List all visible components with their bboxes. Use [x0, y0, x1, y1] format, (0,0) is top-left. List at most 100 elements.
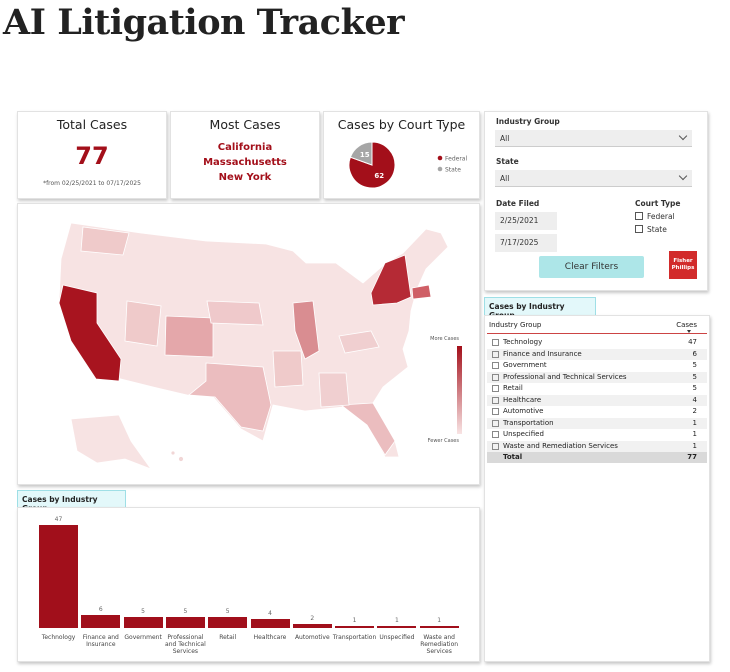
row-count: 2	[692, 407, 697, 415]
slice-label: 15	[360, 151, 370, 159]
category-label: Government	[124, 634, 162, 641]
total-value: 77	[75, 142, 109, 170]
date-text: 7/17/2025	[500, 238, 539, 247]
pie-chart: 62 Federal 15 State	[348, 141, 467, 189]
checkbox-label: State	[647, 225, 667, 234]
checkbox[interactable]: State	[635, 225, 667, 234]
category-label: Automotive	[294, 634, 330, 641]
clear-filters-button[interactable]: Clear Filters	[539, 256, 644, 278]
value-label: 1	[394, 616, 399, 624]
row-name: Finance and Insurance	[503, 349, 582, 358]
filter-label: State	[496, 157, 519, 166]
filter-panel: Industry Group All State All Date Filed …	[484, 111, 708, 291]
date-from[interactable]: 2/25/2021	[495, 212, 557, 230]
logo: Fisher Phillips	[669, 251, 697, 279]
alaska	[70, 414, 153, 470]
state-name: Massachusetts	[203, 157, 287, 168]
button-label: Clear Filters	[564, 262, 619, 272]
bar	[377, 625, 417, 628]
us-map: More Cases Fewer Cases	[58, 222, 462, 470]
filter-label: Industry Group	[496, 117, 560, 126]
category-label: Healthcare	[253, 634, 287, 641]
expand-icon	[492, 408, 499, 415]
legend-gradient	[457, 346, 462, 434]
category-label: Transportation	[332, 634, 377, 641]
legend-swatch	[437, 155, 443, 161]
column-header: Industry Group	[489, 321, 542, 329]
date-to[interactable]: 7/17/2025	[495, 234, 557, 252]
table-row: Waste and Remediation Services 1	[487, 440, 707, 452]
total-row: Total 77	[487, 452, 707, 463]
row-name: Waste and Remediation Services	[503, 441, 618, 450]
page-title: AI Litigation Tracker	[3, 2, 405, 43]
legend-high: More Cases	[430, 336, 459, 342]
card-title: Cases by Court Type	[337, 117, 466, 132]
court-card: Cases by Court Type 62 Federal 15 State	[323, 111, 480, 199]
table-tab: Cases by Industry Group	[484, 297, 596, 320]
filter-label: Court Type	[635, 199, 681, 208]
slice-label: 62	[374, 172, 384, 180]
row-count: 5	[692, 384, 697, 392]
value-label: 5	[141, 608, 145, 616]
bar-chart: 47 Technology 6 Finance and Insurance 5 Gover…	[17, 507, 480, 662]
row-count: 1	[692, 418, 697, 427]
expand-icon	[492, 339, 499, 346]
legend-label: State	[445, 167, 461, 174]
state-va	[338, 330, 380, 354]
expand-icon	[492, 350, 499, 358]
table-row: Technology 47	[487, 337, 707, 348]
table-row: Finance and Insurance 6	[487, 348, 707, 360]
row-count: 1	[692, 441, 697, 450]
category-label: Retail	[219, 634, 237, 641]
bar	[335, 625, 375, 628]
expand-icon	[492, 362, 499, 369]
bar	[39, 525, 78, 628]
dropdown-value: All	[500, 174, 510, 183]
pie-slice	[348, 141, 396, 189]
card-title: Most Cases	[209, 117, 281, 132]
pie-slice	[349, 141, 373, 166]
legend-swatch	[437, 166, 443, 172]
state-ma	[411, 284, 432, 300]
expand-icon	[492, 385, 499, 392]
checkbox[interactable]: Federal	[635, 212, 675, 221]
row-name: Professional and Technical Services	[503, 372, 627, 381]
category-label: Waste and Remediation Services	[420, 634, 459, 655]
value-label: 5	[183, 608, 188, 616]
row-count: 5	[692, 361, 697, 369]
state-ne	[206, 300, 264, 326]
total-card: Total Cases 77 *from 02/25/2021 to 07/17…	[17, 111, 167, 199]
expand-icon	[492, 373, 499, 381]
state-ny	[370, 254, 412, 306]
value-label: 6	[98, 605, 103, 613]
legend-label: Federal	[445, 156, 467, 163]
category-label: Technology	[41, 634, 76, 641]
bar	[123, 617, 163, 628]
expand-icon	[492, 396, 499, 404]
state-ar	[272, 350, 304, 388]
row-count: 47	[688, 338, 697, 346]
value-label: 2	[310, 614, 315, 622]
state-name: New York	[218, 172, 272, 183]
state-ut	[124, 300, 162, 347]
most-list: California Massachusetts New York	[171, 140, 319, 185]
chart-tab: Cases by Industry Group	[17, 490, 126, 513]
value-label: 4	[268, 610, 272, 618]
bar	[208, 617, 248, 628]
state-name: California	[217, 142, 273, 153]
bar	[81, 614, 121, 628]
industry-table: Industry Group Cases Technology 47 Finance…	[484, 315, 710, 662]
state-dropdown[interactable]: All	[495, 170, 692, 187]
bar	[165, 617, 205, 628]
expand-icon	[492, 431, 499, 438]
most-card: Most Cases California Massachusetts New …	[170, 111, 320, 199]
value-label: 1	[352, 616, 357, 624]
row-count: 5	[692, 372, 697, 381]
row-name: Healthcare	[503, 395, 542, 404]
row-name: Unspecified	[503, 430, 544, 438]
table-row: Healthcare 4	[487, 394, 707, 406]
row-count: 77	[687, 453, 697, 461]
industry-dropdown[interactable]: All	[495, 130, 692, 147]
dropdown-value: All	[500, 134, 510, 143]
checkbox-label: Federal	[647, 212, 675, 221]
